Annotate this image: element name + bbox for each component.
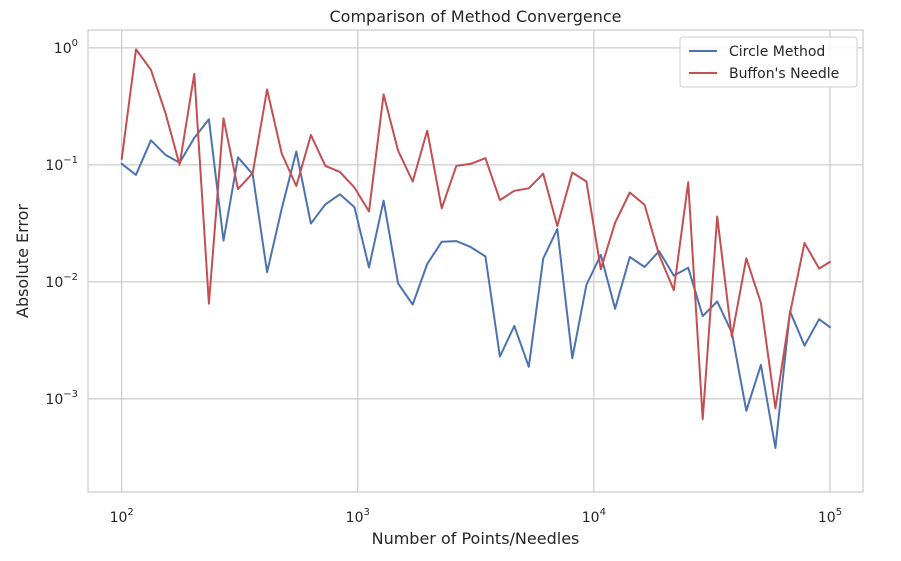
y-tick-label: 10−2	[45, 272, 78, 291]
y-tick-label: 100	[54, 38, 78, 57]
y-axis-label: Absolute Error	[13, 204, 32, 318]
legend: Circle Method Buffon's Needle	[679, 36, 858, 88]
x-tick-labels: 102 103 104 105	[110, 507, 842, 526]
y-tick-label: 10−3	[45, 389, 78, 408]
series-line-circle-method	[120, 118, 831, 449]
plot-frame	[87, 29, 864, 493]
x-tick-label: 104	[582, 507, 606, 526]
y-tick-labels: 100 10−1 10−2 10−3	[45, 38, 78, 408]
plot-background	[88, 30, 863, 492]
x-axis-label: Number of Points/Needles	[372, 529, 580, 548]
series-line-buffons-needle	[120, 48, 831, 421]
series-lines	[120, 48, 831, 449]
legend-label-circle-method: Circle Method	[729, 44, 825, 60]
chart-title: Comparison of Method Convergence	[330, 7, 622, 26]
legend-box	[679, 36, 858, 88]
y-tick-label: 10−1	[45, 155, 78, 174]
x-tick-label: 105	[818, 507, 842, 526]
legend-label-buffons-needle: Buffon's Needle	[729, 66, 839, 82]
x-tick-label: 102	[110, 507, 134, 526]
x-tick-label: 103	[346, 507, 370, 526]
grid-lines	[88, 30, 863, 492]
